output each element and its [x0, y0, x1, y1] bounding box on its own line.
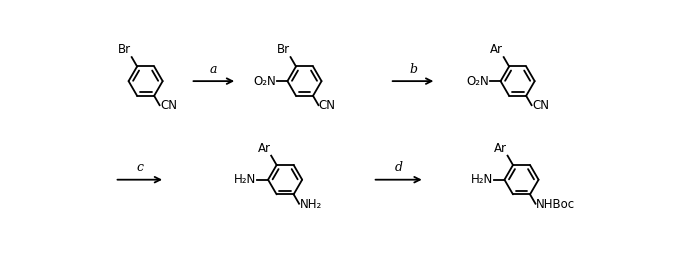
Text: NH₂: NH₂	[300, 198, 322, 211]
Text: c: c	[136, 161, 144, 174]
Text: b: b	[409, 63, 417, 76]
Text: H₂N: H₂N	[470, 173, 493, 186]
Text: O₂N: O₂N	[253, 75, 276, 88]
Text: H₂N: H₂N	[234, 173, 256, 186]
Text: CN: CN	[318, 99, 336, 112]
Text: NHBoc: NHBoc	[536, 198, 575, 211]
Text: Ar: Ar	[258, 142, 271, 155]
Text: Br: Br	[118, 44, 132, 56]
Text: d: d	[395, 161, 402, 174]
Text: Br: Br	[277, 44, 290, 56]
Text: Ar: Ar	[494, 142, 508, 155]
Text: CN: CN	[532, 99, 549, 112]
Text: Ar: Ar	[490, 44, 503, 56]
Text: CN: CN	[160, 99, 177, 112]
Text: a: a	[210, 63, 218, 76]
Text: O₂N: O₂N	[466, 75, 489, 88]
